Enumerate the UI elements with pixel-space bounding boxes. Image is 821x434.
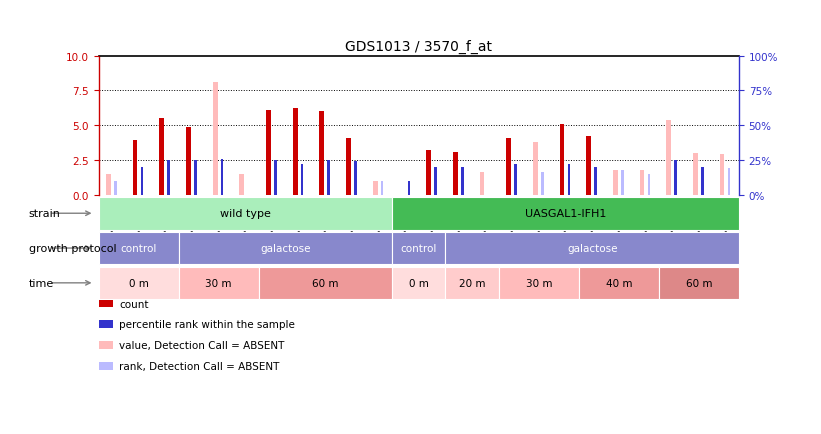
Bar <box>114 181 117 195</box>
Bar <box>499 267 579 299</box>
Bar <box>167 161 170 195</box>
Bar <box>319 112 324 195</box>
Bar <box>221 159 223 195</box>
Bar <box>426 151 431 195</box>
Text: 60 m: 60 m <box>312 278 338 288</box>
Text: 30 m: 30 m <box>205 278 232 288</box>
Bar <box>693 154 698 195</box>
Bar <box>300 165 304 195</box>
Bar <box>373 181 378 195</box>
Bar <box>407 181 410 195</box>
Bar <box>720 155 724 195</box>
Bar <box>586 137 591 195</box>
Bar <box>640 170 644 195</box>
Bar <box>99 267 179 299</box>
Text: control: control <box>121 243 157 253</box>
Bar <box>274 161 277 195</box>
Bar <box>293 109 297 195</box>
Bar <box>579 267 659 299</box>
Bar <box>701 168 704 195</box>
Bar <box>194 161 197 195</box>
Text: 0 m: 0 m <box>409 278 429 288</box>
Bar <box>179 232 392 265</box>
Text: rank, Detection Call = ABSENT: rank, Detection Call = ABSENT <box>119 362 279 371</box>
Bar <box>648 174 650 195</box>
Bar <box>381 181 383 195</box>
Bar <box>240 174 244 195</box>
Bar <box>453 152 457 195</box>
Bar <box>392 232 445 265</box>
Text: galactose: galactose <box>566 243 617 253</box>
Bar <box>667 120 671 195</box>
Bar <box>99 197 392 230</box>
Text: control: control <box>401 243 437 253</box>
Text: GDS1013 / 3570_f_at: GDS1013 / 3570_f_at <box>345 40 493 54</box>
Text: count: count <box>119 299 149 309</box>
Bar <box>674 161 677 195</box>
Bar <box>507 138 511 195</box>
Bar <box>392 197 739 230</box>
Text: 0 m: 0 m <box>129 278 149 288</box>
Bar <box>259 267 392 299</box>
Bar <box>621 170 624 195</box>
Bar <box>186 127 190 195</box>
Text: wild type: wild type <box>220 209 271 219</box>
Bar <box>613 170 617 195</box>
Bar <box>461 168 464 195</box>
Bar <box>514 165 517 195</box>
Bar <box>346 138 351 195</box>
Bar <box>354 162 357 195</box>
Text: value, Detection Call = ABSENT: value, Detection Call = ABSENT <box>119 341 284 350</box>
Bar <box>479 173 484 195</box>
Text: time: time <box>29 278 54 288</box>
Bar <box>159 119 164 195</box>
Bar <box>560 125 564 195</box>
Bar <box>133 141 137 195</box>
Text: percentile rank within the sample: percentile rank within the sample <box>119 320 295 329</box>
Text: UASGAL1-IFH1: UASGAL1-IFH1 <box>525 209 606 219</box>
Text: 60 m: 60 m <box>686 278 712 288</box>
Bar <box>533 142 538 195</box>
Bar <box>567 165 571 195</box>
Text: 20 m: 20 m <box>459 278 485 288</box>
Text: galactose: galactose <box>260 243 310 253</box>
Bar <box>140 168 144 195</box>
Bar <box>727 169 731 195</box>
Bar <box>213 83 218 195</box>
Bar <box>179 267 259 299</box>
Bar <box>106 174 111 195</box>
Bar <box>594 168 597 195</box>
Bar <box>434 168 437 195</box>
Bar <box>293 109 297 195</box>
Bar <box>541 173 544 195</box>
Text: 40 m: 40 m <box>606 278 632 288</box>
Bar <box>701 170 704 195</box>
Text: growth protocol: growth protocol <box>29 243 117 253</box>
Text: strain: strain <box>29 209 61 219</box>
Text: 30 m: 30 m <box>525 278 552 288</box>
Bar <box>99 232 179 265</box>
Bar <box>659 267 739 299</box>
Bar <box>674 162 677 195</box>
Bar <box>266 111 271 195</box>
Bar <box>445 232 739 265</box>
Bar <box>328 161 330 195</box>
Bar <box>445 267 499 299</box>
Bar <box>392 267 445 299</box>
